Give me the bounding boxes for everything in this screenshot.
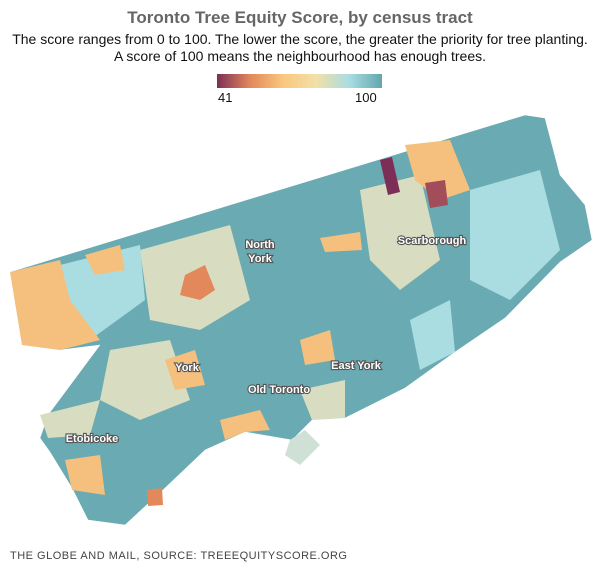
tract-area bbox=[65, 455, 105, 495]
tract-patches bbox=[10, 140, 560, 506]
tract-area bbox=[300, 380, 345, 420]
tract-area bbox=[380, 157, 400, 195]
map-title: Toronto Tree Equity Score, by census tra… bbox=[127, 8, 473, 27]
tract-area bbox=[40, 400, 100, 438]
label-north-york-2: York bbox=[248, 253, 273, 265]
label-old-toronto: Old Toronto bbox=[248, 384, 310, 396]
label-york: York bbox=[175, 362, 200, 374]
label-north-york: North bbox=[245, 239, 275, 251]
tract-area bbox=[360, 175, 440, 290]
tract-area bbox=[320, 232, 362, 252]
legend-min-label: 41 bbox=[218, 90, 233, 105]
tract-area bbox=[470, 170, 560, 300]
tract-area bbox=[147, 488, 163, 506]
subtitle-line-1: The score ranges from 0 to 100. The lowe… bbox=[12, 31, 588, 47]
legend-color-scale bbox=[217, 74, 382, 88]
label-east-york: East York bbox=[331, 360, 382, 372]
subtitle-line-2: A score of 100 means the neighbourhood h… bbox=[113, 48, 487, 64]
map-subtitle: The score ranges from 0 to 100. The lowe… bbox=[0, 31, 600, 65]
tract-area bbox=[300, 330, 335, 365]
tract-area bbox=[425, 180, 448, 208]
tract-area bbox=[85, 245, 125, 275]
label-scarborough: Scarborough bbox=[398, 235, 467, 247]
tract-area bbox=[10, 260, 100, 350]
tract-area bbox=[180, 265, 215, 300]
tract-area bbox=[165, 350, 205, 390]
tract-area bbox=[405, 140, 470, 200]
legend-max-label: 100 bbox=[355, 90, 377, 105]
label-etobicoke: Etobicoke bbox=[66, 433, 119, 445]
tract-area bbox=[220, 410, 270, 440]
tract-area bbox=[410, 300, 455, 370]
source-credit: THE GLOBE AND MAIL, SOURCE: TREEEQUITYSC… bbox=[10, 550, 348, 562]
tract-area bbox=[285, 430, 320, 465]
